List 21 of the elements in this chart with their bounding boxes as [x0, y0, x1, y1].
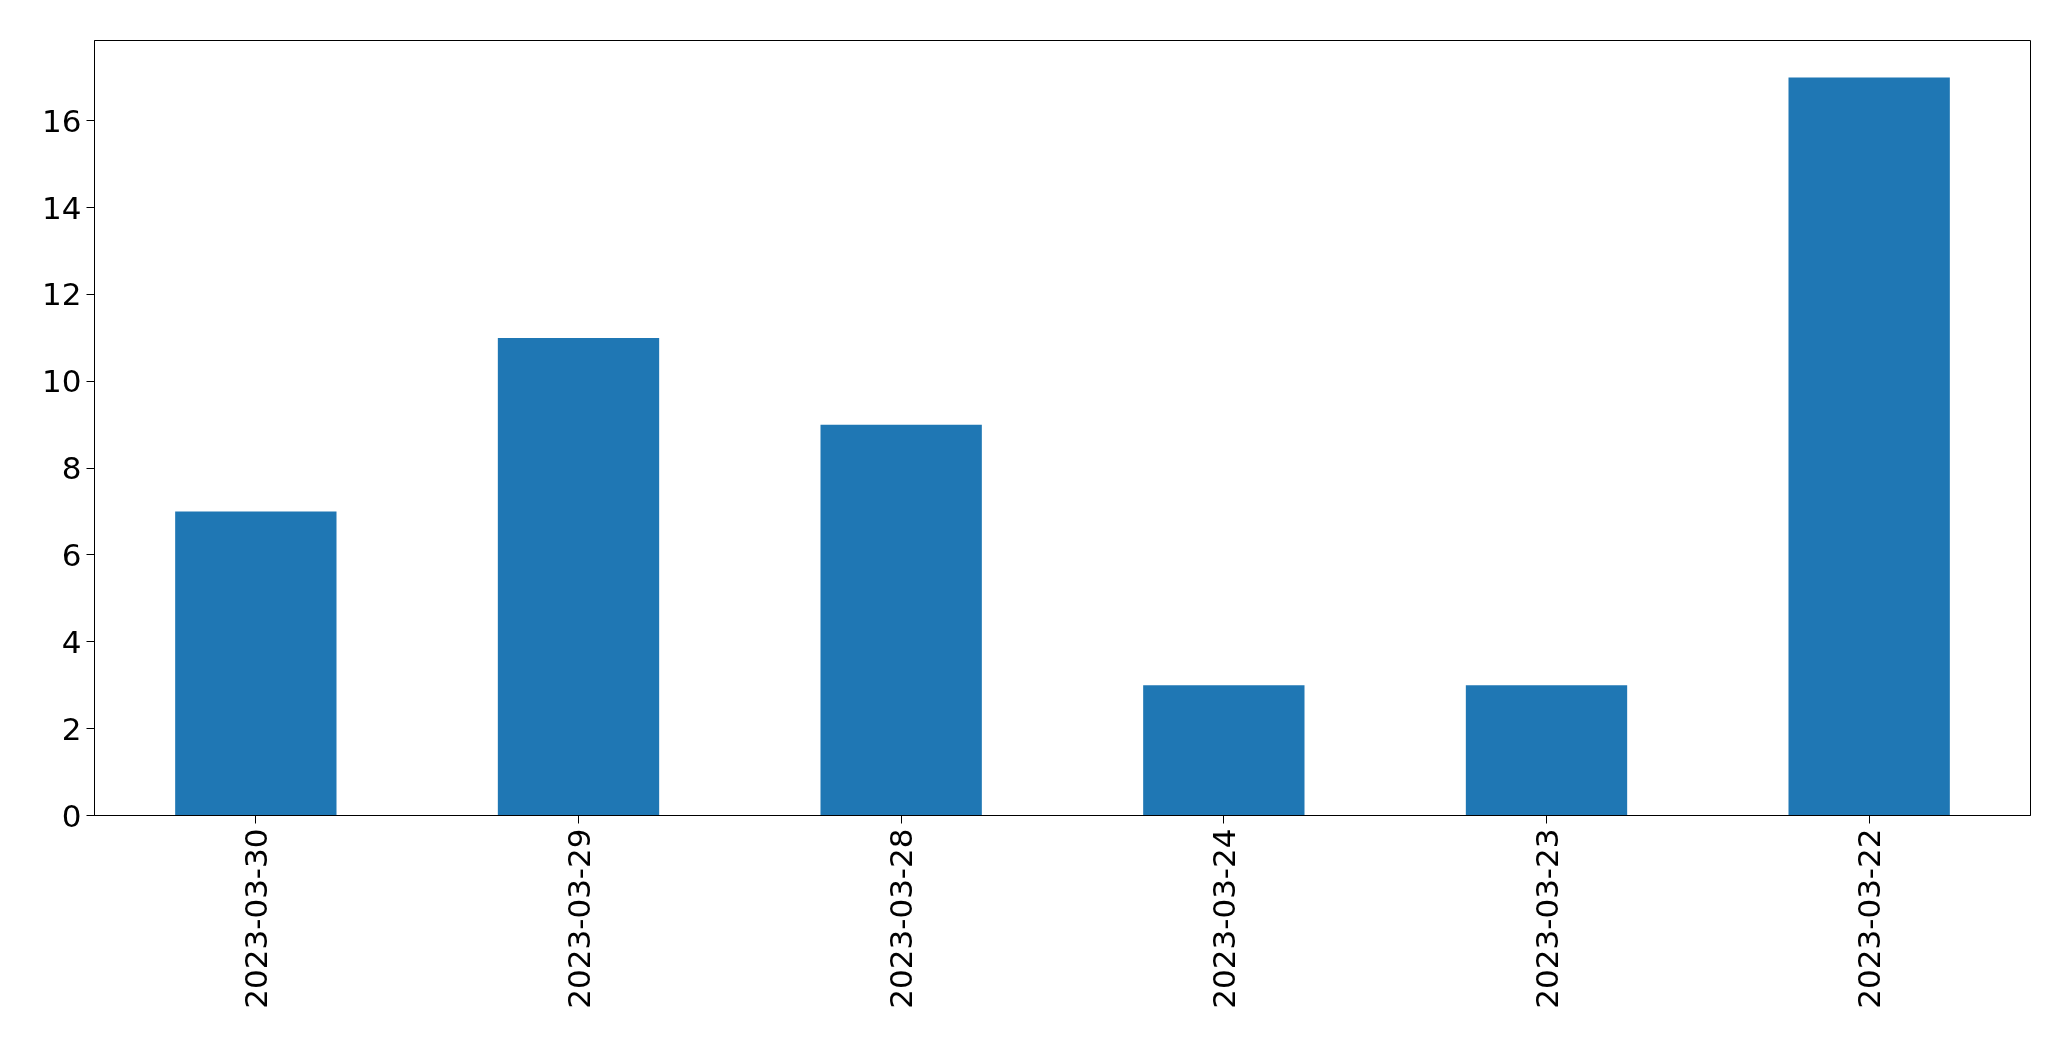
y-tick-label: 4: [61, 623, 82, 660]
y-tick-label: 0: [61, 797, 82, 834]
y-tick-label: 2: [61, 710, 82, 747]
bar: [497, 337, 660, 816]
bar: [820, 424, 982, 816]
y-tick-label: 14: [42, 189, 82, 226]
y-tick-label: 8: [61, 450, 82, 487]
bar: [175, 511, 337, 816]
bar: [1143, 685, 1305, 816]
y-tick-label: 6: [61, 537, 82, 573]
x-tick-label: 2023-03-22: [1851, 828, 1888, 1009]
x-tick-label: 2023-03-29: [560, 828, 597, 1009]
bar: [1788, 77, 1950, 816]
x-tick-label: 2023-03-24: [1205, 828, 1242, 1009]
y-tick-label: 10: [42, 363, 82, 400]
y-tick-label: 12: [42, 276, 82, 313]
x-tick-label: 2023-03-30: [237, 828, 274, 1009]
x-tick-label: 2023-03-28: [883, 828, 920, 1009]
y-tick-label: 16: [42, 102, 82, 139]
x-tick-label: 2023-03-23: [1528, 828, 1565, 1009]
bar: [1465, 685, 1628, 816]
